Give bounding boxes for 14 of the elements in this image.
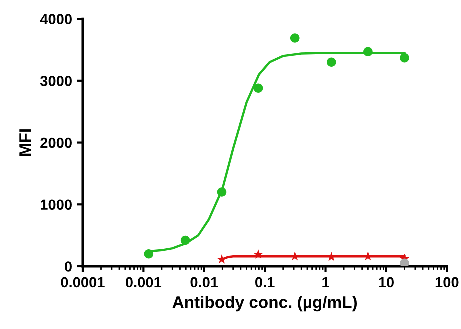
y-tick-label: 4000 bbox=[40, 14, 72, 25]
y-tick-label: 1000 bbox=[41, 200, 72, 210]
y-tick-label: 3000 bbox=[40, 76, 72, 86]
x-tick-label: 0.0001 bbox=[61, 277, 105, 288]
x-tick-label: 0.01 bbox=[190, 277, 218, 288]
x-tick-label: 0.001 bbox=[126, 277, 162, 288]
x-axis-title: Antibody conc. (µg/mL) bbox=[172, 296, 358, 312]
y-tick-label: 0 bbox=[65, 262, 72, 272]
x-tick-label: 1 bbox=[322, 277, 330, 288]
y-tick-label: 2000 bbox=[40, 138, 72, 148]
x-tick-label: 100 bbox=[436, 277, 459, 288]
x-tick-label: 10 bbox=[379, 277, 394, 288]
x-tick-label: 0.1 bbox=[256, 277, 275, 288]
y-axis-title: MFI bbox=[20, 130, 32, 156]
